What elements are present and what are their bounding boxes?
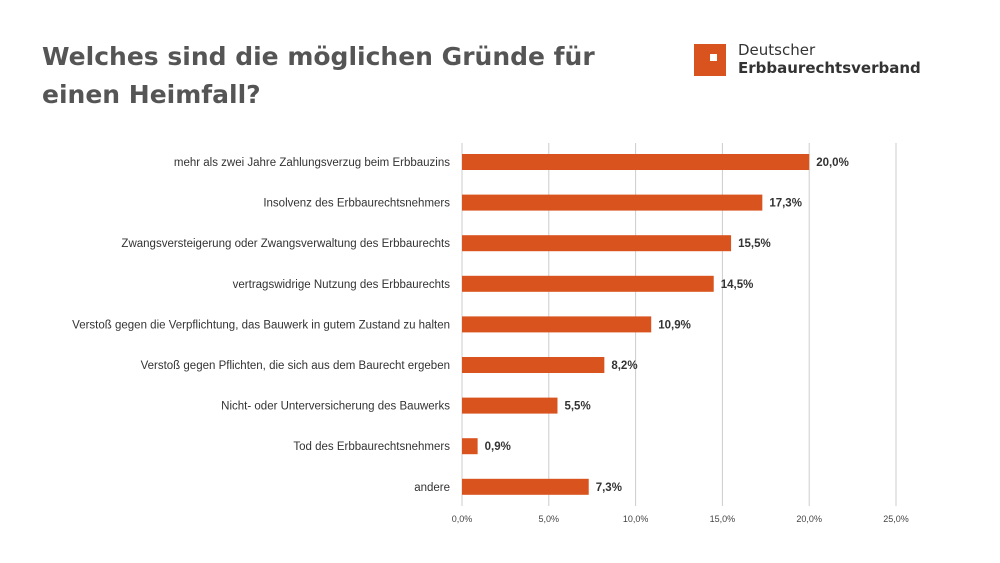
category-label: Zwangsversteigerung oder Zwangsverwaltun… [121,238,450,250]
data-label: 7,3% [596,482,622,494]
bar [462,397,558,414]
x-tick-label: 20,0% [796,514,822,524]
bar [462,316,652,333]
x-tick-label: 5,0% [539,514,560,524]
bar [462,235,732,252]
logo-text-line2: Erbbaurechtsverband [738,59,921,77]
logo: Deutscher Erbbaurechtsverband [694,41,964,78]
bar [462,275,714,292]
bar [462,194,763,211]
x-tick-label: 10,0% [623,514,649,524]
logo-square-icon [694,44,726,76]
category-label: Nicht- oder Unterversicherung des Bauwer… [221,401,450,413]
bar [462,478,589,495]
bar [462,357,605,373]
data-label: 17,3% [769,198,802,210]
category-label: vertragswidrige Nutzung des Erbbaurechts [233,279,451,291]
category-label: Verstoß gegen die Verpflichtung, das Bau… [72,319,450,331]
data-label: 15,5% [738,238,771,250]
x-tick-label: 25,0% [883,514,909,524]
category-label: Verstoß gegen Pflichten, die sich aus de… [141,360,450,372]
category-label: Tod des Erbbaurechtsnehmers [293,441,450,453]
data-label: 0,9% [485,441,511,453]
logo-text-line1: Deutscher [738,41,816,59]
category-label: Insolvenz des Erbbaurechtsnehmers [263,198,450,210]
data-label: 10,9% [658,319,691,331]
data-label: 20,0% [816,157,849,169]
bar [462,154,810,170]
category-label: mehr als zwei Jahre Zahlungsverzug beim … [174,157,450,169]
bar [462,438,478,455]
page-title: Welches sind die möglichen Gründe für ei… [42,42,595,109]
x-tick-label: 15,0% [710,514,736,524]
data-label: 5,5% [564,401,590,413]
data-label: 14,5% [721,279,754,291]
x-tick-label: 0,0% [452,514,473,524]
data-label: 8,2% [611,360,637,372]
category-label: andere [414,482,450,494]
